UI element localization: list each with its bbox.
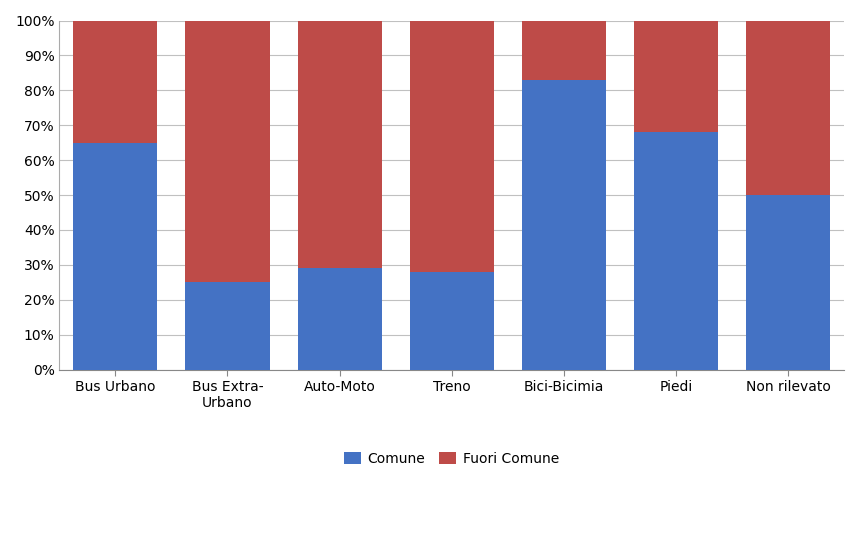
Bar: [521, 21, 606, 80]
Bar: [521, 80, 606, 370]
Bar: [73, 143, 157, 370]
Bar: [746, 195, 830, 370]
Bar: [634, 21, 718, 132]
Bar: [634, 132, 718, 370]
Bar: [410, 272, 494, 370]
Bar: [410, 21, 494, 272]
Bar: [297, 268, 381, 370]
Bar: [297, 21, 381, 268]
Bar: [186, 21, 270, 282]
Bar: [746, 21, 830, 195]
Bar: [186, 282, 270, 370]
Bar: [73, 21, 157, 143]
Legend: Comune, Fuori Comune: Comune, Fuori Comune: [338, 447, 564, 472]
